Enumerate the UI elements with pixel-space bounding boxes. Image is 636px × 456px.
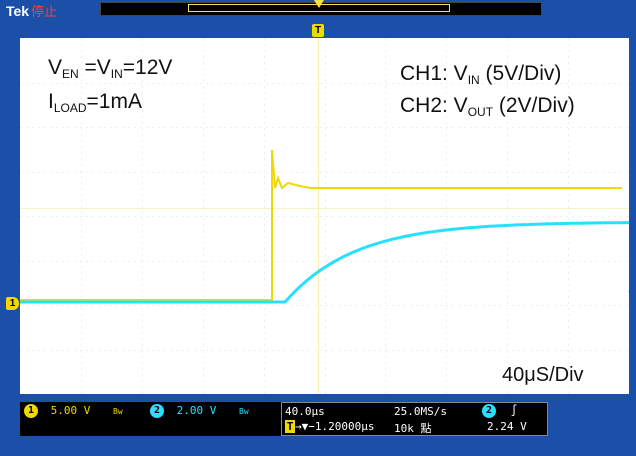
graticule: [20, 38, 629, 394]
delay-t-icon: T: [285, 420, 295, 433]
sample-rate: 25.0MS/s: [394, 405, 447, 418]
ch2-bandwidth-icon: Bw: [239, 407, 249, 416]
ch1-trace: [20, 149, 622, 301]
delay-readout: T →▼−1.20000μs: [285, 420, 374, 433]
right-margin: [629, 38, 636, 394]
acquisition-state: 停止: [31, 4, 58, 19]
brand-label: Tek 停止: [6, 1, 57, 20]
ch2-trace: [20, 221, 629, 304]
horizontal-scale: 40.0μs: [285, 405, 325, 418]
record-length: 10k 點: [394, 422, 432, 435]
ch2-legend: CH2: VOUT (2V/Div): [400, 94, 575, 119]
ch1-legend: CH1: VIN (5V/Div): [400, 62, 562, 87]
top-bar: Tek 停止: [0, 0, 636, 20]
ch1-badge: 1: [24, 404, 38, 418]
trigger-channel-badge: 2: [482, 404, 496, 418]
timebase-annotation: 40μS/Div: [502, 364, 584, 386]
trigger-slope-icon: ∫: [510, 404, 518, 417]
horizontal-trigger-box[interactable]: 40.0μs 25.0MS/s 2 ∫ T →▼−1.20000μs 10k 點 …: [281, 402, 548, 436]
delay-value: →▼−1.20000μs: [295, 420, 375, 433]
ch1-bandwidth-icon: Bw: [113, 407, 123, 416]
ch1-setting[interactable]: 1 5.00 V Bw: [24, 404, 123, 420]
trigger-source: 2 ∫: [482, 404, 517, 418]
ch1-ground-marker[interactable]: 1: [6, 297, 19, 310]
graticule-and-traces: [20, 38, 629, 394]
ch2-level-marker[interactable]: ◆: [628, 286, 629, 297]
iload-annotation: ILOAD=1mA: [48, 90, 142, 115]
ch2-scale: 2.00 V: [176, 404, 217, 417]
settings-panel: 1 5.00 V Bw 2 2.00 V Bw 40.0μs 25.0MS/s …: [20, 402, 548, 436]
brand-text: Tek: [6, 3, 30, 19]
trigger-position-marker[interactable]: [314, 0, 324, 8]
trigger-level: 2.24 V: [487, 420, 527, 433]
ch1-scale: 5.00 V: [50, 404, 91, 417]
waveform-screen[interactable]: VEN =VIN=12V ILOAD=1mA CH1: VIN (5V/Div)…: [20, 38, 629, 394]
trigger-point-icon[interactable]: T: [312, 24, 324, 37]
ch2-setting[interactable]: 2 2.00 V Bw: [150, 404, 249, 420]
ch2-badge: 2: [150, 404, 164, 418]
venvin-annotation: VEN =VIN=12V: [48, 56, 173, 81]
